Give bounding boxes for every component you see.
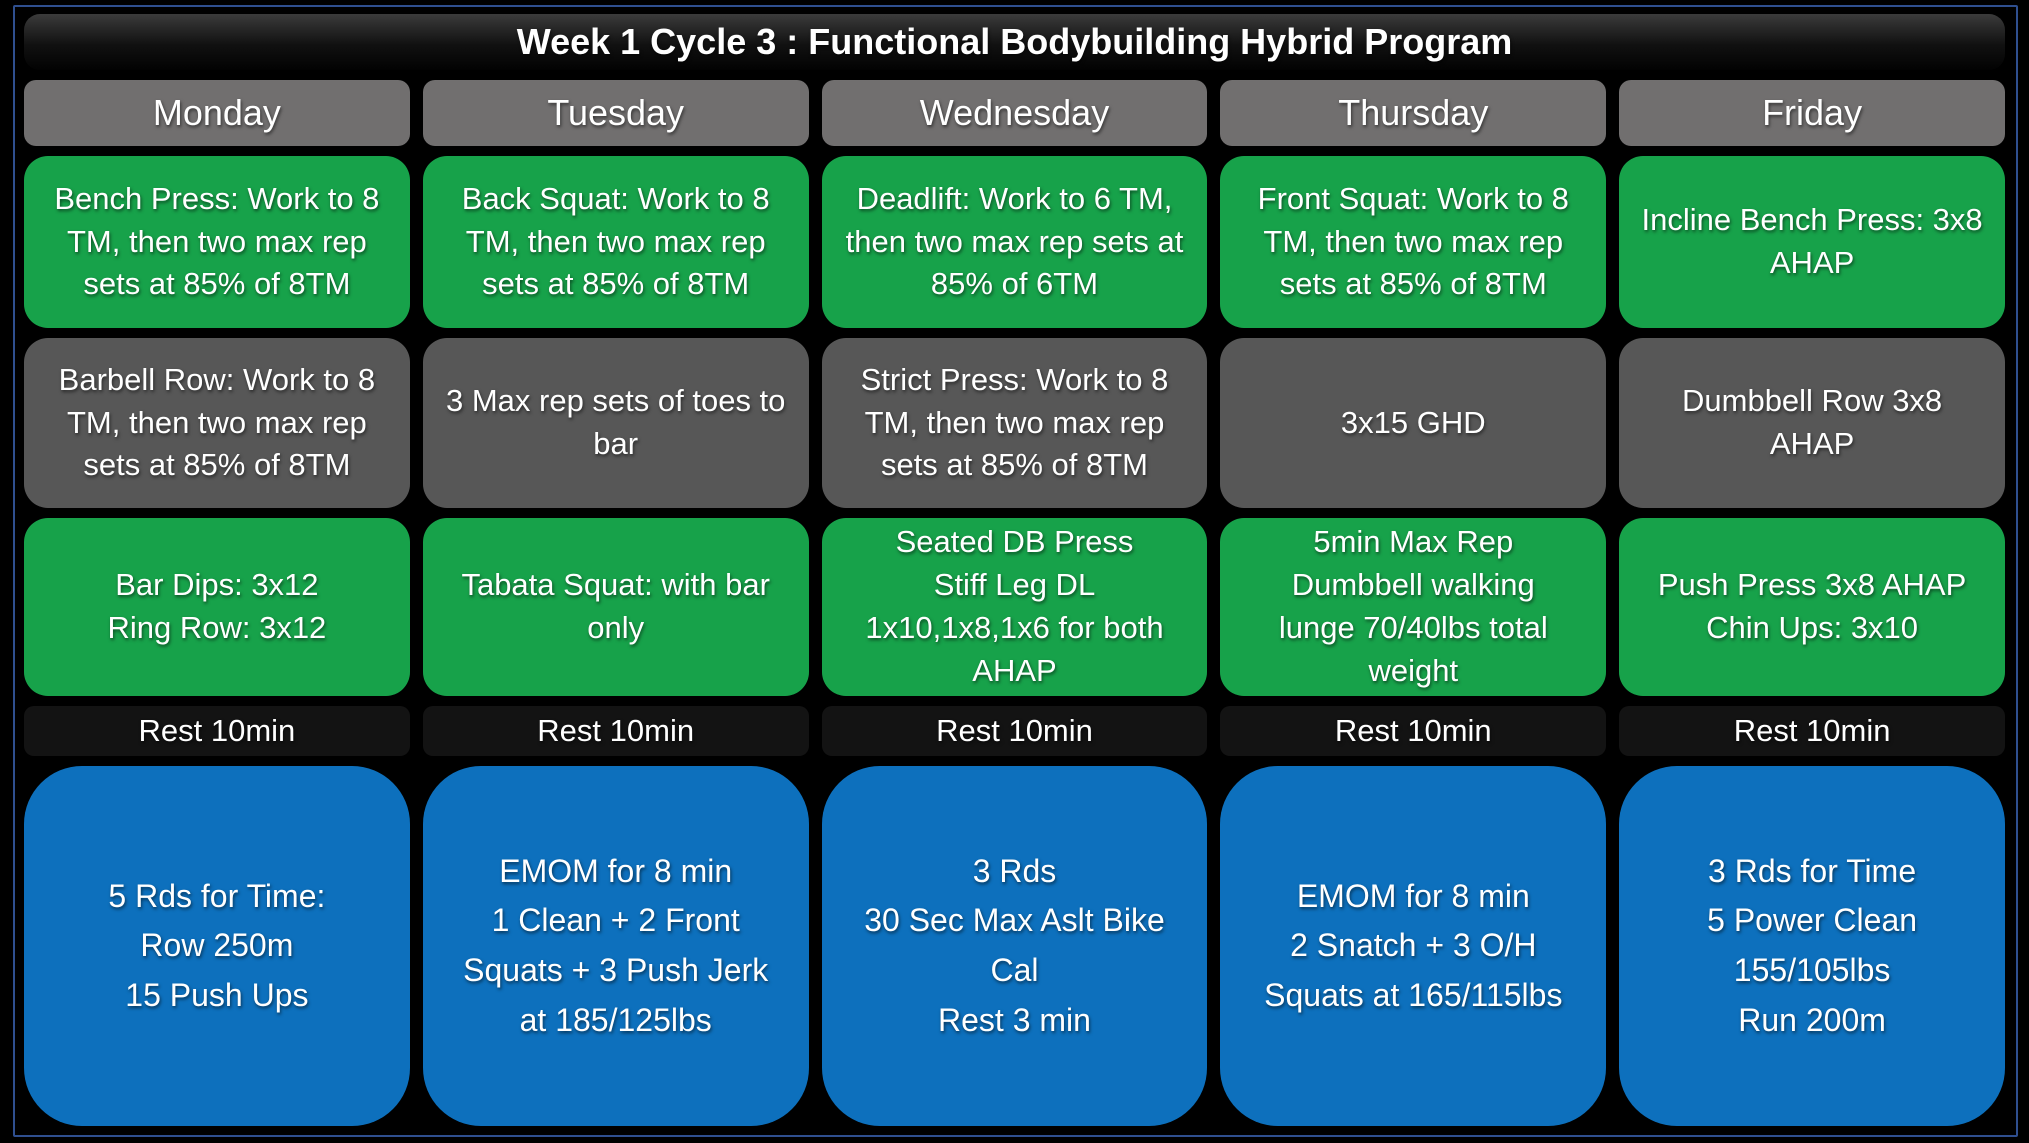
wednesday-main-lift-cell: Deadlift: Work to 6 TM, then two max rep… — [821, 156, 1208, 328]
thursday-accessory-cell: 3x15 GHD — [1220, 338, 1607, 508]
monday-skill-cell: Bar Dips: 3x12 Ring Row: 3x12 — [24, 518, 410, 696]
thursday-main-lift-cell: Front Squat: Work to 8 TM, then two max … — [1220, 156, 1607, 328]
monday-accessory-cell: Barbell Row: Work to 8 TM, then two max … — [24, 338, 410, 508]
thursday-skill-cell: 5min Max Rep Dumbbell walking lunge 70/4… — [1220, 518, 1607, 696]
day-header-wednesday: Wednesday — [821, 80, 1208, 146]
monday-conditioning-cell: 5 Rds for Time: Row 250m 15 Push Ups — [24, 766, 410, 1126]
tuesday-skill-cell: Tabata Squat: with bar only — [422, 518, 809, 696]
friday-main-lift-cell: Incline Bench Press: 3x8 AHAP — [1619, 156, 2005, 328]
day-header-thursday: Thursday — [1220, 80, 1607, 146]
day-header-monday: Monday — [24, 80, 410, 146]
wednesday-skill-cell: Seated DB Press Stiff Leg DL 1x10,1x8,1x… — [821, 518, 1208, 696]
day-header-friday: Friday — [1619, 80, 2005, 146]
monday-main-lift-cell: Bench Press: Work to 8 TM, then two max … — [24, 156, 410, 328]
program-title: Week 1 Cycle 3 : Functional Bodybuilding… — [24, 14, 2005, 70]
tuesday-accessory-cell: 3 Max rep sets of toes to bar — [422, 338, 809, 508]
friday-conditioning-cell: 3 Rds for Time 5 Power Clean 155/105lbs … — [1619, 766, 2005, 1126]
wednesday-accessory-cell: Strict Press: Work to 8 TM, then two max… — [821, 338, 1208, 508]
tuesday-rest-label: Rest 10min — [422, 706, 809, 756]
program-table: Week 1 Cycle 3 : Functional Bodybuilding… — [24, 14, 2005, 1126]
wednesday-rest-label: Rest 10min — [821, 706, 1208, 756]
friday-rest-label: Rest 10min — [1619, 706, 2005, 756]
tuesday-main-lift-cell: Back Squat: Work to 8 TM, then two max r… — [422, 156, 809, 328]
day-header-tuesday: Tuesday — [422, 80, 809, 146]
friday-skill-cell: Push Press 3x8 AHAP Chin Ups: 3x10 — [1619, 518, 2005, 696]
thursday-rest-label: Rest 10min — [1220, 706, 1607, 756]
monday-rest-label: Rest 10min — [24, 706, 410, 756]
friday-accessory-cell: Dumbbell Row 3x8 AHAP — [1619, 338, 2005, 508]
thursday-conditioning-cell: EMOM for 8 min 2 Snatch + 3 O/H Squats a… — [1220, 766, 1607, 1126]
tuesday-conditioning-cell: EMOM for 8 min 1 Clean + 2 Front Squats … — [422, 766, 809, 1126]
wednesday-conditioning-cell: 3 Rds 30 Sec Max Aslt Bike Cal Rest 3 mi… — [821, 766, 1208, 1126]
